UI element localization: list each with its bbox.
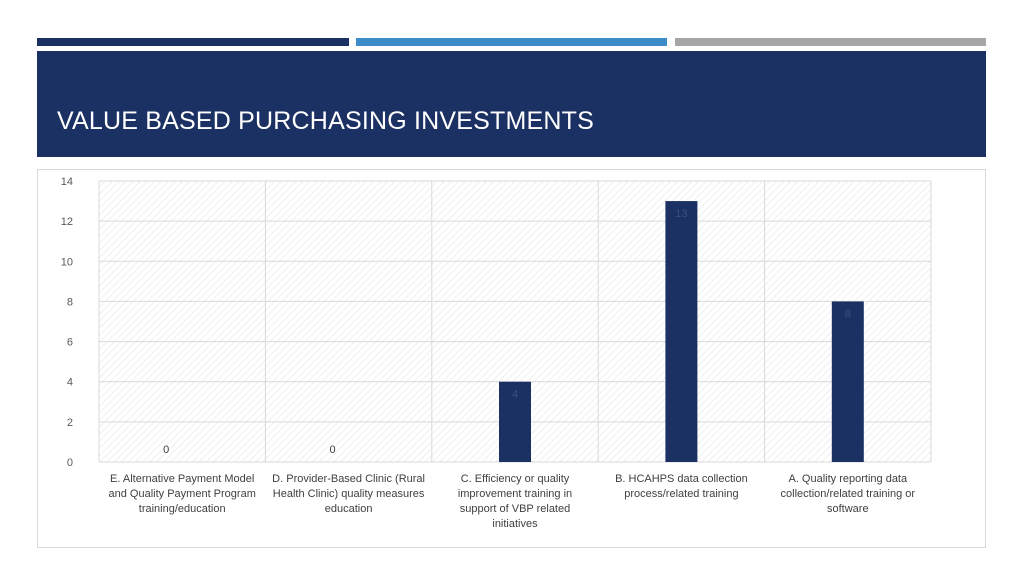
x-category-label-line: C. Efficiency or quality — [461, 473, 570, 485]
y-tick-label: 4 — [67, 377, 73, 389]
bar — [831, 301, 864, 462]
x-category-label-line: support of VBP related — [460, 503, 570, 515]
y-tick-label: 12 — [61, 216, 73, 228]
x-category-label-line: process/related training — [624, 488, 738, 500]
y-tick-label: 0 — [67, 457, 73, 469]
x-category-label-line: education — [325, 503, 373, 515]
x-category-label: D. Provider-Based Clinic (Rural Health Cl… — [272, 473, 425, 515]
y-tick-label: 6 — [67, 337, 73, 349]
y-tick-label: 10 — [61, 256, 73, 268]
x-category-label-line: training/education — [139, 503, 226, 515]
y-tick-label: 2 — [67, 417, 73, 429]
data-label: 8 — [845, 308, 851, 320]
x-category-label-line: and Quality Payment Program — [109, 488, 256, 500]
x-category-label-line: collection/related training or — [781, 488, 916, 500]
x-category-label-line: B. HCAHPS data collection — [615, 473, 748, 485]
accent-strip-dark — [37, 38, 349, 46]
x-category-label-line: D. Provider-Based Clinic (Rural — [272, 473, 425, 485]
x-category-label-line: software — [827, 503, 869, 515]
data-label: 0 — [330, 444, 336, 456]
y-tick-label: 14 — [61, 176, 73, 188]
bars — [499, 201, 864, 463]
category-labels: E. Alternative Payment Model and Quality … — [109, 473, 916, 530]
bar — [665, 201, 698, 463]
x-category-label: C. Efficiency or quality improvement trai… — [458, 473, 572, 530]
x-category-label: E. Alternative Payment Model and Quality … — [109, 473, 256, 515]
x-category-label: B. HCAHPS data collection process/related… — [615, 473, 748, 500]
x-category-label-line: improvement training in — [458, 488, 572, 500]
data-labels: 0 0 4 13 8 — [163, 208, 851, 456]
accent-strip-blue — [356, 38, 667, 46]
bar-chart: 0 2 4 6 8 10 12 14 0 0 4 13 8 E. Alternative Paymen… — [61, 176, 932, 530]
slide-title: VALUE BASED PURCHASING INVESTMENTS — [57, 107, 595, 135]
bar — [499, 381, 531, 462]
accent-strip-gray — [675, 38, 986, 46]
data-label: 4 — [512, 389, 518, 401]
x-category-label: A. Quality reporting data collection/rela… — [781, 473, 916, 515]
x-category-label-line: E. Alternative Payment Model — [110, 473, 254, 485]
data-label: 13 — [675, 208, 687, 220]
y-tick-label: 8 — [67, 296, 73, 308]
y-axis-ticks: 0 2 4 6 8 10 12 14 — [61, 176, 73, 469]
title-band: VALUE BASED PURCHASING INVESTMENTS — [37, 51, 986, 157]
data-label: 0 — [163, 444, 169, 456]
chart-frame: 0 2 4 6 8 10 12 14 0 0 4 13 8 E. Alternative Paymen… — [37, 169, 986, 548]
x-category-label-line: initiatives — [492, 518, 538, 530]
x-category-label-line: A. Quality reporting data — [788, 473, 908, 485]
x-category-label-line: Health Clinic) quality measures — [273, 488, 425, 500]
